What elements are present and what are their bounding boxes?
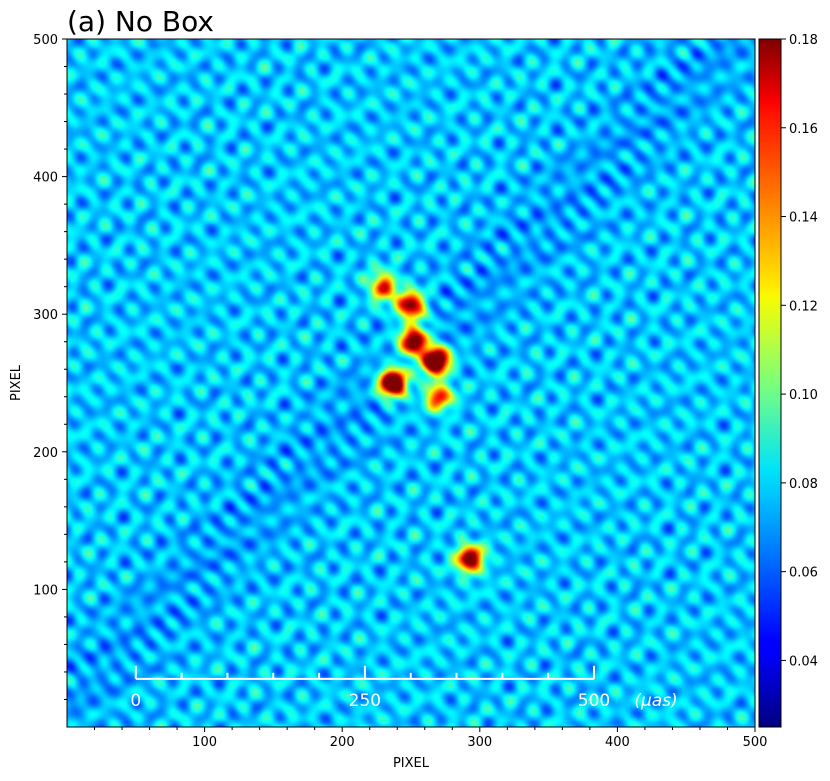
colorbar-tick-label: 0.10 [789,388,818,403]
y-tick-label: 500 [33,33,58,48]
colorbar-tick-label: 0.12 [789,299,818,314]
colorbar-tick-label: 0.14 [789,211,818,226]
chart-title: (a) No Box [67,5,214,38]
heatmap-plot-area: 0 250 500 (μas) [66,38,756,728]
x-tick-label: 400 [605,735,630,750]
scale-bar-label: 250 [349,691,381,711]
x-tick-label: 100 [192,735,217,750]
y-tick-label: 400 [33,171,58,186]
x-tick-label: 300 [467,735,492,750]
scale-bar-label: 500 [578,691,610,711]
y-tick-label: 200 [33,446,58,461]
scale-bar-label: 0 [130,691,141,711]
x-tick-label: 500 [743,735,768,750]
y-axis-label: PIXEL [9,364,24,401]
heatmap-image [67,39,755,727]
x-axis: 100 200 300 400 500 [94,727,768,750]
plot-frame [66,38,756,728]
colorbar-tick-label: 0.18 [789,33,818,48]
y-tick-label: 100 [33,583,58,598]
colorbar-tick-label: 0.04 [789,654,818,669]
colorbar-tick-label: 0.16 [789,122,818,137]
colorbar: 0.04 0.06 0.08 0.10 0.12 0.14 0.16 0.18 [758,33,818,728]
x-axis-label: PIXEL [393,756,430,771]
scale-bar-unit: (μas) [634,691,677,711]
colorbar-tick-label: 0.06 [789,566,818,581]
y-axis: 100 200 300 400 500 [33,33,67,700]
colorbar-tick-label: 0.08 [789,477,818,492]
y-tick-label: 300 [33,308,58,323]
heatmap-image-container [67,39,755,727]
scale-bar: 0 250 500 (μas) [130,665,678,711]
colorbar-ticks: 0.04 0.06 0.08 0.10 0.12 0.14 0.16 0.18 [781,33,818,669]
x-tick-label: 200 [330,735,355,750]
colorbar-gradient [758,38,782,728]
